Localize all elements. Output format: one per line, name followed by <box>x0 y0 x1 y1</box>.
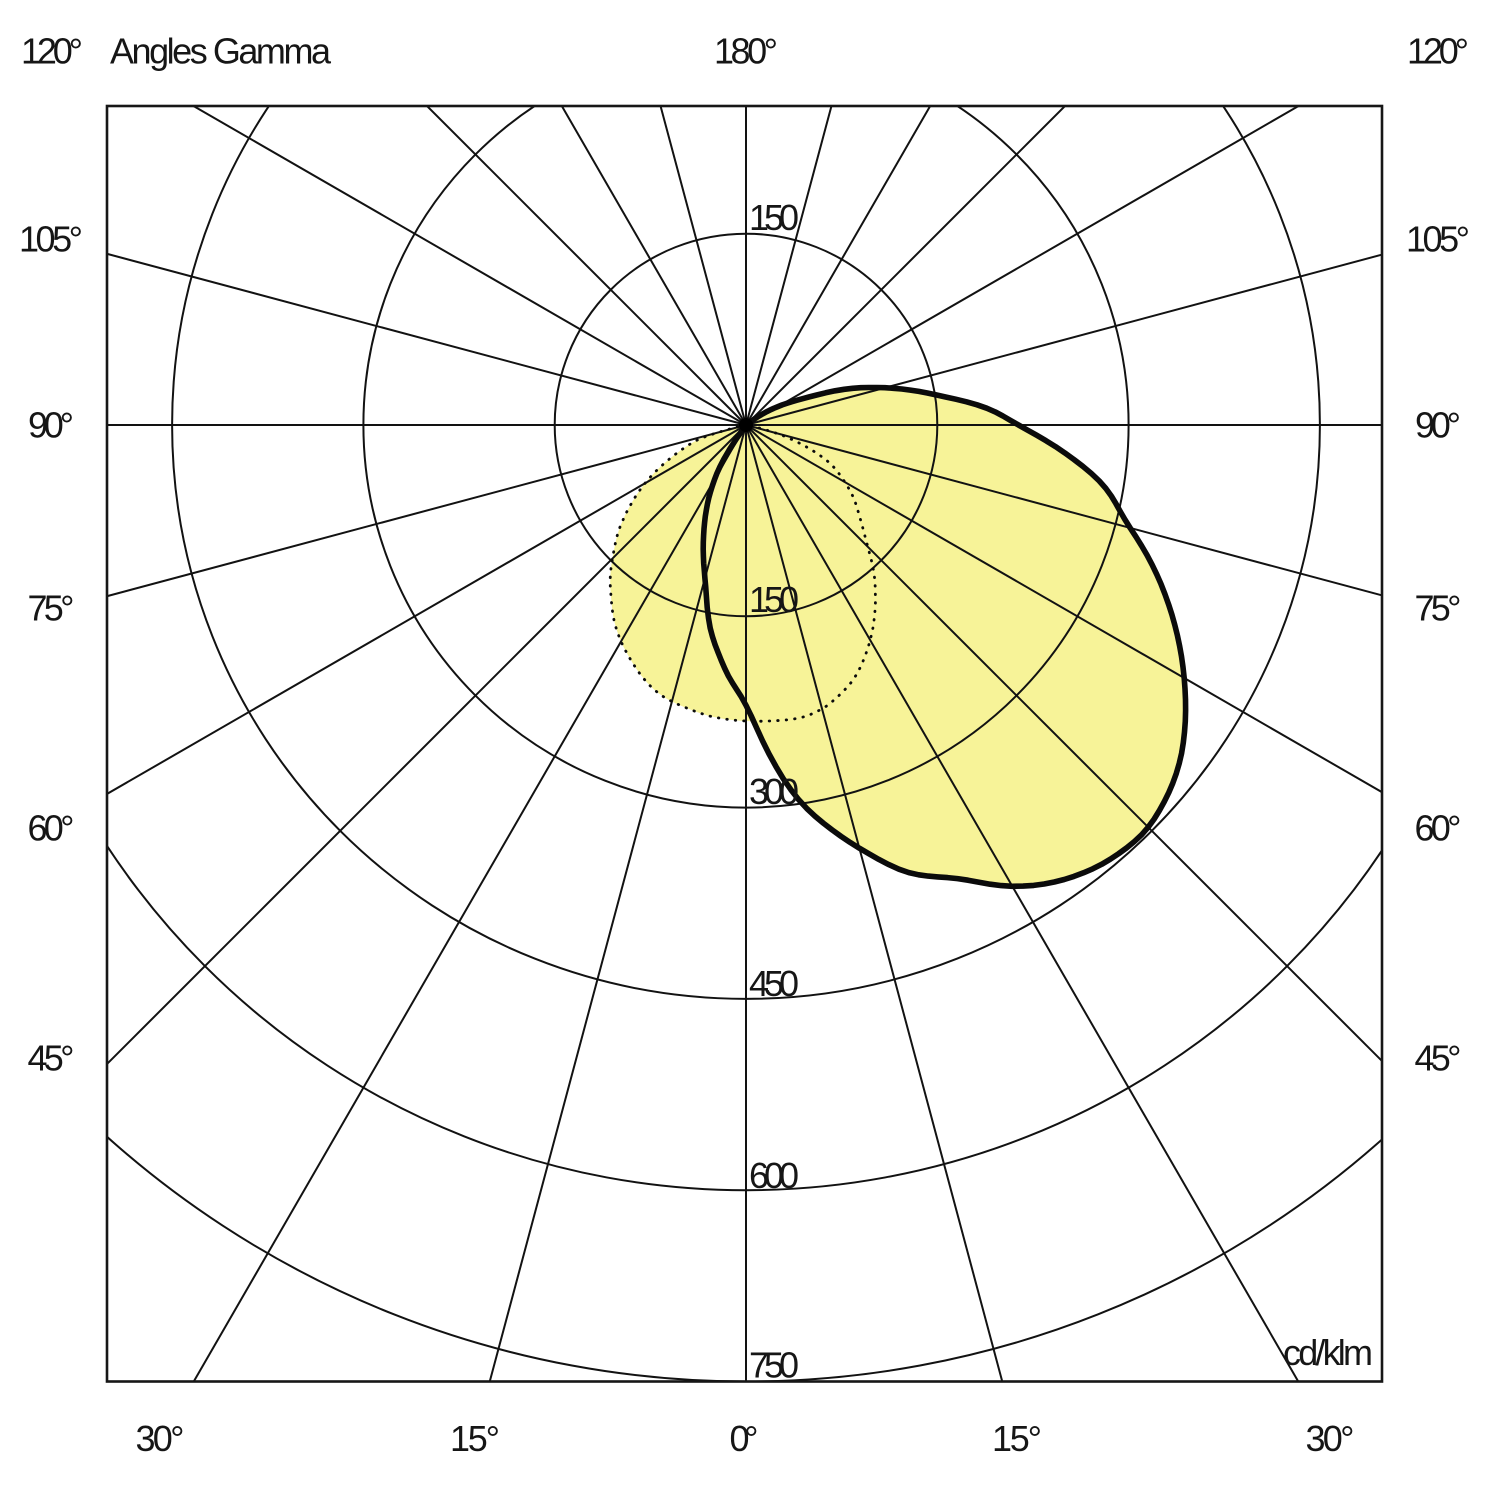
svg-text:15°: 15° <box>450 1418 500 1459</box>
svg-text:180°: 180° <box>714 30 778 71</box>
svg-text:cd/klm: cd/klm <box>1283 1332 1373 1373</box>
svg-text:150: 150 <box>749 197 799 238</box>
svg-text:90°: 90° <box>1415 404 1461 445</box>
svg-text:90°: 90° <box>28 404 74 445</box>
svg-text:30°: 30° <box>136 1418 185 1459</box>
svg-text:75°: 75° <box>28 587 75 628</box>
svg-text:15°: 15° <box>992 1418 1042 1459</box>
svg-text:450: 450 <box>749 963 799 1004</box>
svg-text:120°: 120° <box>1407 30 1469 71</box>
svg-text:75°: 75° <box>1415 587 1462 628</box>
svg-text:30°: 30° <box>1306 1418 1355 1459</box>
svg-text:750: 750 <box>749 1345 799 1386</box>
svg-text:150: 150 <box>749 579 799 620</box>
svg-text:45°: 45° <box>1415 1037 1462 1078</box>
svg-text:300: 300 <box>749 771 799 812</box>
svg-text:45°: 45° <box>28 1037 75 1078</box>
svg-text:60°: 60° <box>1415 807 1462 848</box>
svg-text:600: 600 <box>749 1155 799 1196</box>
svg-text:105°: 105° <box>1406 218 1470 259</box>
svg-text:0°: 0° <box>730 1418 759 1459</box>
svg-text:105°: 105° <box>19 218 83 259</box>
svg-text:120°: 120° <box>21 30 83 71</box>
svg-text:60°: 60° <box>28 807 75 848</box>
svg-text:Angles Gamma: Angles Gamma <box>110 30 332 71</box>
